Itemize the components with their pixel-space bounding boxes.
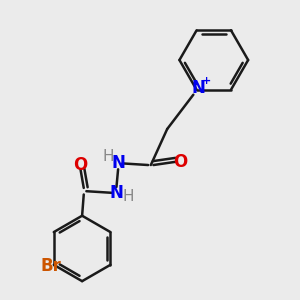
Text: O: O: [74, 156, 88, 174]
Text: H: H: [103, 149, 114, 164]
Text: N: N: [191, 79, 205, 97]
Text: H: H: [122, 189, 134, 204]
Text: +: +: [202, 76, 211, 85]
Text: N: N: [110, 184, 123, 202]
Text: N: N: [111, 154, 125, 172]
Text: Br: Br: [40, 257, 61, 275]
Text: O: O: [173, 153, 188, 171]
